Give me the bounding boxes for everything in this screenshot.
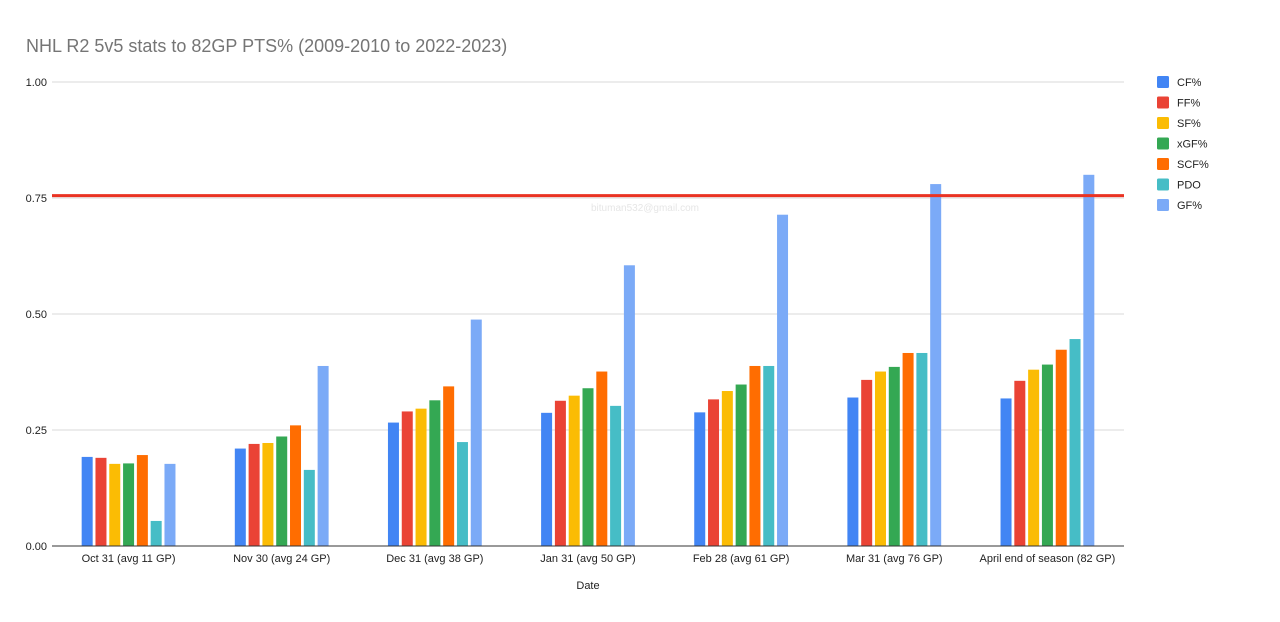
bar-cf-6 [1000,398,1012,546]
bar-ff-2 [401,411,413,546]
bar-sf-2 [415,408,427,546]
legend-item-ff[interactable]: FF% [1157,96,1200,110]
bar-xgf-4 [735,384,747,546]
bar-cf-1 [234,448,246,546]
x-tick-label: Jan 31 (avg 50 GP) [540,553,635,565]
legend-label: SF% [1177,118,1201,130]
bar-xgf-0 [123,463,135,546]
bar-cf-3 [541,412,553,546]
bar-scf-3 [596,371,608,546]
bar-ff-3 [554,400,566,546]
legend-item-xgf[interactable]: xGF% [1157,137,1208,151]
bar-xgf-2 [429,400,441,546]
bar-gf-3 [623,265,635,546]
y-tick-label: 0.75 [26,193,47,205]
bar-gf-0 [164,463,176,546]
y-tick-label: 1.00 [26,77,47,89]
legend-item-cf[interactable]: CF% [1157,76,1202,89]
bar-gf-6 [1083,174,1095,547]
bar-gf-5 [930,184,942,546]
legend-swatch [1157,117,1169,129]
bar-ff-6 [1014,380,1026,546]
legend-label: CF% [1177,77,1202,89]
bar-sf-1 [262,442,274,546]
bar-scf-1 [290,425,302,546]
y-tick-label: 0.00 [26,541,47,553]
legend-label: xGF% [1177,139,1208,151]
bar-ff-1 [248,443,260,546]
bar-cf-0 [81,456,93,546]
legend-label: GF% [1177,200,1202,212]
bar-gf-4 [777,214,789,547]
legend-swatch [1157,137,1169,150]
y-tick-label: 0.25 [26,425,47,437]
bar-pdo-6 [1069,339,1081,546]
legend-swatch [1157,76,1169,88]
x-tick-label: Dec 31 (avg 38 GP) [386,553,483,565]
bar-xgf-5 [888,366,900,546]
bar-scf-0 [136,455,148,546]
legend-swatch [1157,158,1169,170]
legend-swatch [1157,178,1169,191]
bar-xgf-1 [276,436,288,546]
x-tick-labels: Oct 31 (avg 11 GP) Nov 30 (avg 24 GP) Dec … [82,553,1116,565]
legend-label: FF% [1177,98,1200,110]
watermark-text: bituman532@gmail.com [591,203,699,214]
x-tick-label: Nov 30 (avg 24 GP) [233,553,330,565]
bar-sf-6 [1028,369,1040,546]
legend: CF% FF% SF% xGF% SCF% PDO GF% [1157,76,1209,212]
bar-scf-2 [443,386,455,546]
bar-scf-4 [749,365,761,546]
bar-pdo-4 [763,365,775,546]
bar-cf-4 [694,412,706,546]
x-tick-label: April end of season (82 GP) [980,553,1116,565]
bar-sf-3 [568,395,580,546]
legend-swatch [1157,199,1169,211]
x-axis-title: Date [576,580,599,592]
bar-scf-5 [902,352,914,546]
legend-label: PDO [1177,180,1201,192]
y-tick-label: 0.50 [26,309,47,321]
bar-sf-4 [721,391,733,546]
chart-title: NHL R2 5v5 stats to 82GP PTS% (2009-2010… [26,36,507,56]
y-tick-labels: 0.00 0.25 0.50 0.75 1.00 [26,77,47,553]
grid-lines [52,81,1124,431]
legend-item-sf[interactable]: SF% [1157,117,1201,130]
bar-pdo-2 [456,442,468,546]
legend-swatch [1157,96,1169,109]
bar-ff-4 [708,399,720,546]
legend-item-pdo[interactable]: PDO [1157,178,1201,192]
bar-ff-0 [95,457,107,546]
bar-pdo-0 [150,520,162,546]
bar-sf-0 [109,463,121,546]
bar-gf-1 [317,365,329,546]
bar-pdo-3 [610,405,622,546]
bar-ff-5 [861,379,873,546]
bar-pdo-5 [916,352,928,546]
bar-sf-5 [874,371,886,546]
legend-label: SCF% [1177,159,1209,171]
legend-item-scf[interactable]: SCF% [1157,158,1209,171]
legend-item-gf[interactable]: GF% [1157,199,1202,212]
bar-xgf-6 [1041,364,1053,546]
bars-group [81,174,1095,547]
bar-gf-2 [470,319,482,546]
bar-cf-5 [847,397,859,546]
x-tick-label: Feb 28 (avg 61 GP) [693,553,790,565]
bar-xgf-3 [582,388,594,546]
bar-cf-2 [387,422,399,546]
x-tick-label: Oct 31 (avg 11 GP) [82,553,176,565]
bar-scf-6 [1055,349,1067,546]
x-tick-label: Mar 31 (avg 76 GP) [846,553,943,565]
bar-pdo-1 [303,469,315,546]
